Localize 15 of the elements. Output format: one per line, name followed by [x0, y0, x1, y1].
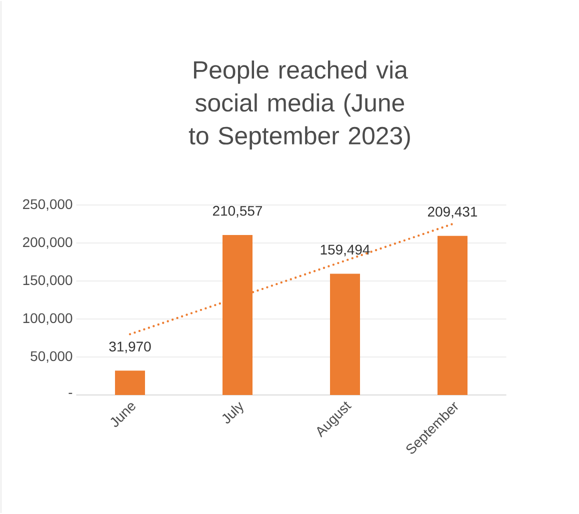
y-tick-label: 150,000: [23, 275, 72, 287]
y-tick-label: 200,000: [23, 237, 72, 249]
y-tick-label: 250,000: [23, 199, 72, 211]
bar: [115, 370, 146, 395]
data-label: 159,494: [320, 244, 370, 256]
y-tick-label: -: [68, 392, 72, 394]
data-label: 31,970: [109, 342, 151, 354]
bar: [438, 236, 468, 395]
data-label: 209,431: [428, 206, 478, 218]
chart-title: People reached via social media (June to September 2023): [188, 60, 410, 150]
data-label: 210,557: [213, 206, 262, 218]
x-tick-label: July: [222, 402, 244, 424]
y-tick-label: 100,000: [23, 313, 72, 325]
y-tick-label: 50,000: [30, 351, 72, 363]
bar: [330, 274, 360, 395]
